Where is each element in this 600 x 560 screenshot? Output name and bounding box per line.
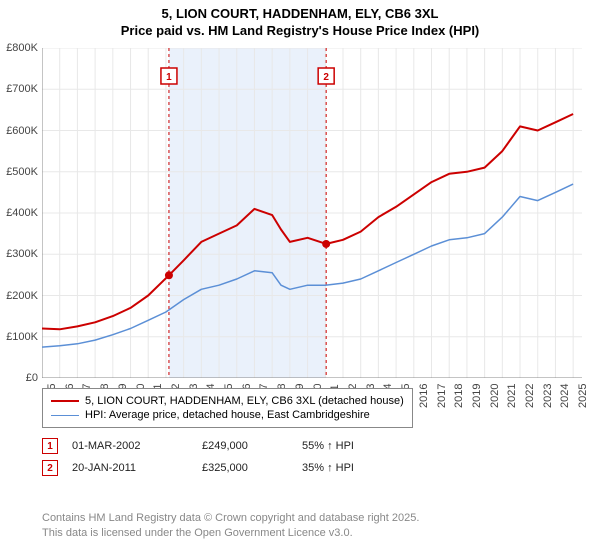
chart-subtitle: Price paid vs. HM Land Registry's House …: [0, 23, 600, 38]
x-tick-label: 2025: [577, 384, 589, 408]
y-tick-label: £500K: [0, 166, 38, 178]
marker-badge: 2: [42, 460, 58, 476]
x-tick-label: 2019: [471, 384, 483, 408]
x-tick-label: 2024: [559, 384, 571, 408]
y-tick-label: £0: [0, 372, 38, 384]
x-tick-label: 2023: [542, 384, 554, 408]
transaction-date: 20-JAN-2011: [72, 462, 202, 474]
footer-line1: Contains HM Land Registry data © Crown c…: [42, 511, 419, 525]
x-tick-label: 2022: [524, 384, 536, 408]
marker-badge: 1: [42, 438, 58, 454]
x-tick-label: 2018: [453, 384, 465, 408]
legend-row: 5, LION COURT, HADDENHAM, ELY, CB6 3XL (…: [51, 395, 404, 407]
x-tick-label: 2020: [489, 384, 501, 408]
x-tick-label: 2017: [436, 384, 448, 408]
transaction-table: 1 01-MAR-2002 £249,000 55% ↑ HPI 2 20-JA…: [42, 432, 422, 482]
transaction-row: 2 20-JAN-2011 £325,000 35% ↑ HPI: [42, 460, 422, 476]
legend-box: 5, LION COURT, HADDENHAM, ELY, CB6 3XL (…: [42, 388, 413, 428]
footer-line2: This data is licensed under the Open Gov…: [42, 526, 419, 540]
chart-svg: 12: [42, 48, 582, 378]
y-tick-label: £300K: [0, 248, 38, 260]
y-tick-label: £100K: [0, 331, 38, 343]
chart-title: 5, LION COURT, HADDENHAM, ELY, CB6 3XL: [0, 6, 600, 21]
y-tick-label: £600K: [0, 125, 38, 137]
transaction-price: £325,000: [202, 462, 302, 474]
x-tick-label: 2016: [418, 384, 430, 408]
footer-attribution: Contains HM Land Registry data © Crown c…: [42, 511, 419, 540]
chart-header: 5, LION COURT, HADDENHAM, ELY, CB6 3XL P…: [0, 0, 600, 40]
y-tick-label: £200K: [0, 290, 38, 302]
svg-text:2: 2: [323, 72, 329, 83]
legend-swatch-2: [51, 415, 79, 416]
chart-plot-area: 12: [42, 48, 582, 378]
transaction-hpi: 55% ↑ HPI: [302, 440, 422, 452]
y-tick-label: £700K: [0, 83, 38, 95]
transaction-price: £249,000: [202, 440, 302, 452]
svg-text:1: 1: [166, 72, 172, 83]
x-tick-label: 2021: [506, 384, 518, 408]
transaction-hpi: 35% ↑ HPI: [302, 462, 422, 474]
y-tick-label: £800K: [0, 42, 38, 54]
legend-label: HPI: Average price, detached house, East…: [85, 409, 370, 421]
y-tick-label: £400K: [0, 207, 38, 219]
legend-row: HPI: Average price, detached house, East…: [51, 409, 404, 421]
legend-swatch-1: [51, 400, 79, 402]
transaction-row: 1 01-MAR-2002 £249,000 55% ↑ HPI: [42, 438, 422, 454]
transaction-date: 01-MAR-2002: [72, 440, 202, 452]
legend-label: 5, LION COURT, HADDENHAM, ELY, CB6 3XL (…: [85, 395, 404, 407]
